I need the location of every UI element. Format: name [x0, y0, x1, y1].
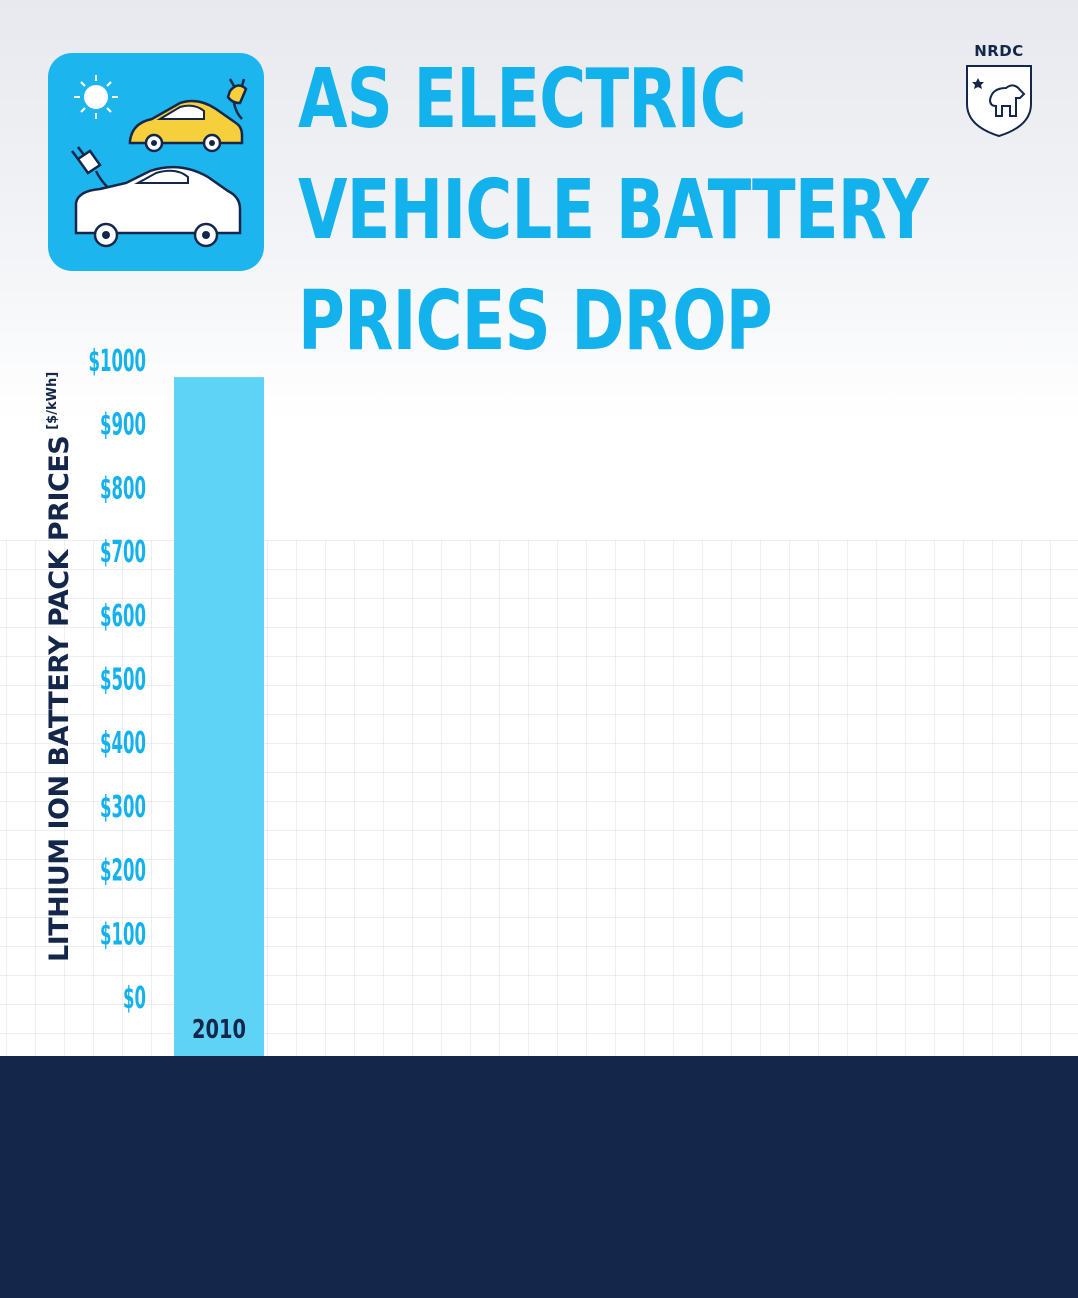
- cars-illustration: [71, 75, 248, 248]
- plug-icon: [226, 78, 248, 120]
- y-tick-label: $0: [123, 981, 146, 1016]
- y-tick-label: $500: [100, 663, 146, 698]
- title-line: PRICES DROP: [298, 274, 773, 369]
- footer-band: [0, 1056, 1078, 1298]
- y-tick-label: $600: [100, 599, 146, 634]
- white-car-icon: [74, 165, 242, 248]
- y-tick-label: $900: [100, 408, 146, 443]
- polar-bear-shield-icon: [966, 65, 1032, 138]
- y-tick-label: $800: [100, 471, 146, 506]
- y-tick-label: $1000: [89, 344, 147, 379]
- electric-cars-charging-icon: [48, 53, 264, 271]
- y-tick-label: $700: [100, 535, 146, 570]
- title-line: AS ELECTRIC: [298, 52, 747, 147]
- plug-icon: [71, 146, 119, 197]
- page-title: AS ELECTRIC VEHICLE BATTERY PRICES DROP: [298, 44, 929, 377]
- nrdc-logo: NRDC: [958, 42, 1040, 138]
- y-tick-label: $200: [100, 854, 146, 889]
- y-tick-label: $400: [100, 726, 146, 761]
- x-category-label: 2010: [192, 1015, 246, 1045]
- yellow-car-icon: [128, 99, 244, 153]
- logo-text: NRDC: [974, 42, 1024, 60]
- title-line: VEHICLE BATTERY: [298, 163, 929, 258]
- y-tick-label: $300: [100, 790, 146, 825]
- sun-icon: [74, 75, 118, 119]
- bar: [174, 377, 264, 1056]
- y-tick-label: $100: [100, 917, 146, 952]
